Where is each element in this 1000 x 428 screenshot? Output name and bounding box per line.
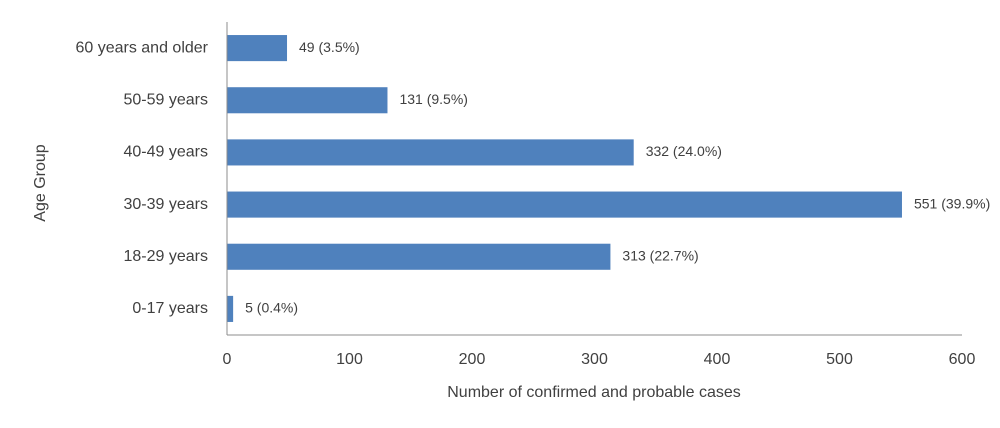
bar	[227, 243, 611, 270]
category-label: 0-17 years	[132, 300, 208, 317]
data-label: 551 (39.9%)	[914, 195, 990, 211]
x-tick-label: 200	[459, 351, 486, 368]
x-axis-title: Number of confirmed and probable cases	[447, 384, 741, 401]
x-tick-label: 0	[223, 351, 232, 368]
bar	[227, 87, 388, 114]
category-label: 18-29 years	[124, 248, 209, 265]
x-tick-labels: 0 100 200 300 400 500 600	[223, 351, 976, 368]
x-tick-label: 600	[949, 351, 976, 368]
category-label: 40-49 years	[124, 144, 209, 161]
data-label: 313 (22.7%)	[622, 247, 698, 263]
bar	[227, 139, 634, 166]
data-label: 5 (0.4%)	[245, 300, 298, 316]
data-label: 49 (3.5%)	[299, 39, 360, 55]
category-label: 60 years and older	[75, 39, 208, 56]
x-tick-label: 500	[826, 351, 853, 368]
data-label: 332 (24.0%)	[646, 143, 722, 159]
category-label: 50-59 years	[124, 91, 209, 108]
x-tick-label: 400	[704, 351, 731, 368]
bars-group	[227, 35, 902, 322]
data-label: 131 (9.5%)	[399, 91, 467, 107]
x-tick-label: 300	[581, 351, 608, 368]
x-tick-label: 100	[336, 351, 363, 368]
y-axis-title: Age Group	[32, 144, 49, 221]
bar	[227, 295, 234, 322]
category-labels: 60 years and older 50-59 years 40-49 years…	[75, 39, 208, 317]
bar	[227, 191, 902, 218]
bar	[227, 35, 288, 62]
category-label: 30-39 years	[124, 196, 209, 213]
data-labels: 49 (3.5%) 131 (9.5%) 332 (24.0%) 551 (39.9%…	[245, 39, 990, 316]
